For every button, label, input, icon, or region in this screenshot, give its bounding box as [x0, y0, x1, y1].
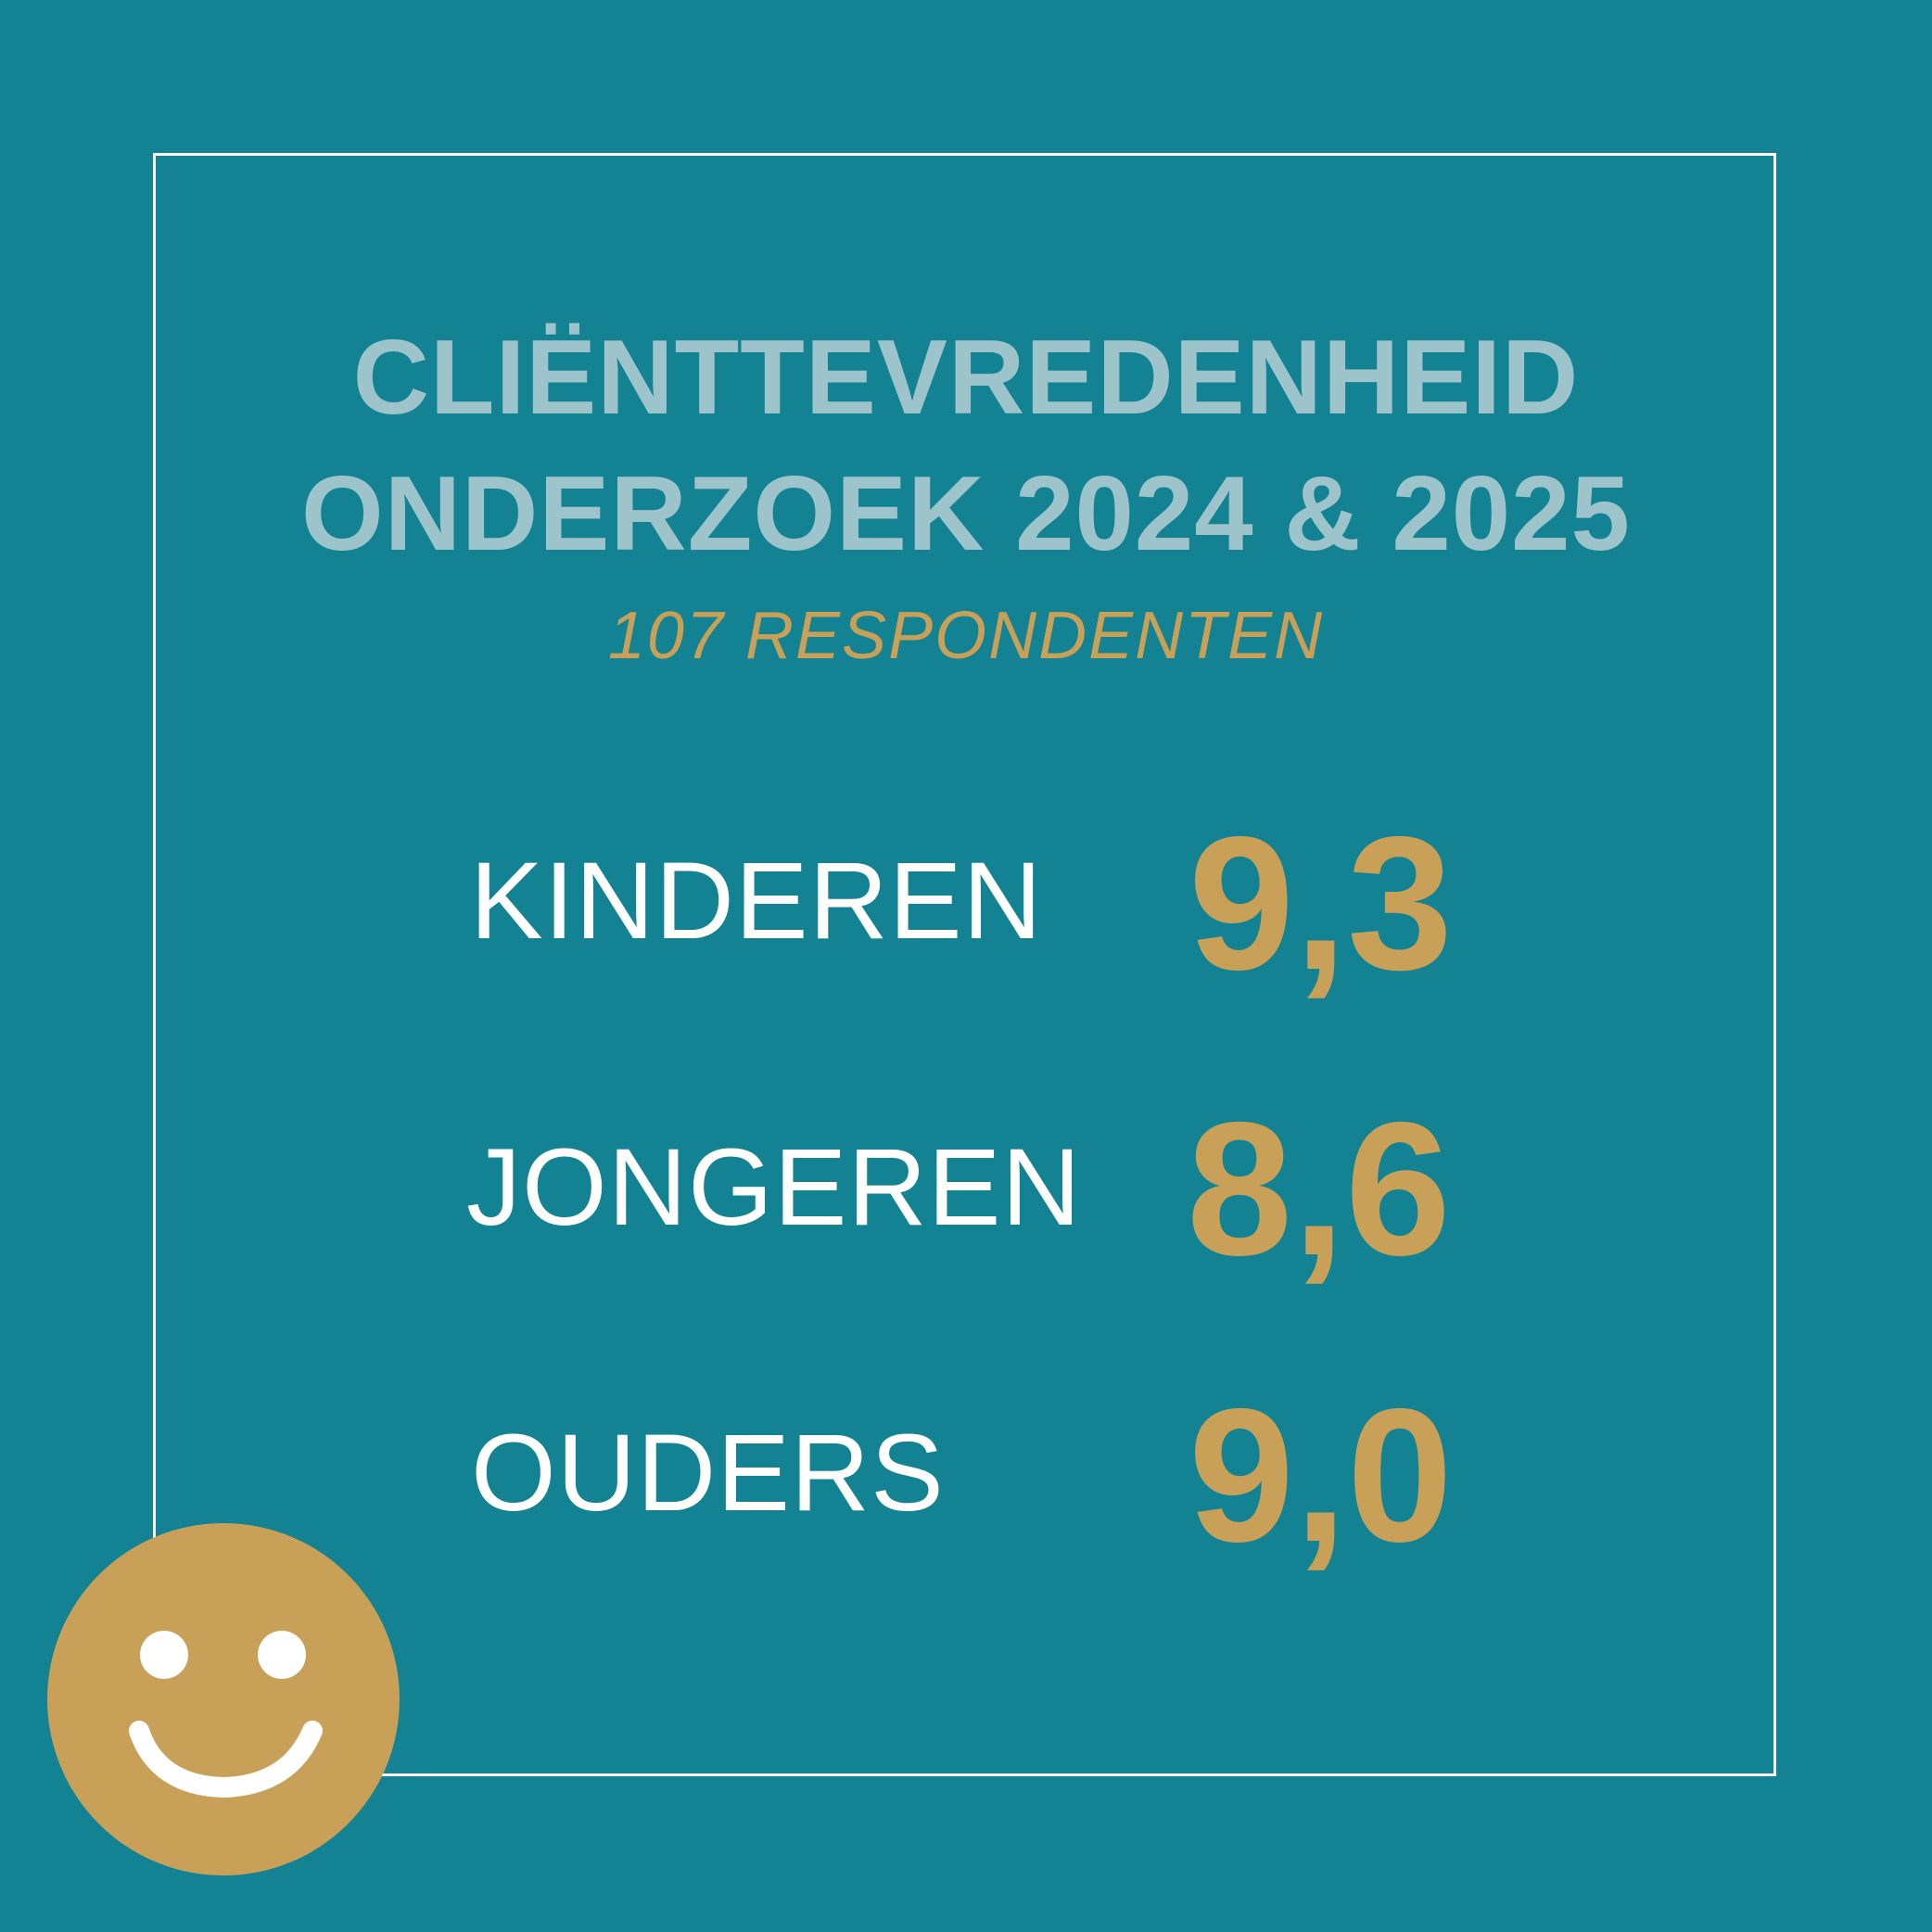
score-label: OUDERS [471, 1412, 945, 1534]
smiley-face-icon [47, 1523, 400, 1875]
title-line-2: ONDERZOEK 2024 & 2025 [301, 455, 1631, 573]
score-value: 9,0 [1188, 1369, 1453, 1582]
white-border-frame [153, 153, 1776, 1776]
respondents-subtitle: 107 RESPONDENTEN [607, 599, 1325, 673]
score-label: JONGEREN [466, 1126, 1082, 1249]
score-value: 9,3 [1188, 797, 1453, 1010]
score-value: 8,6 [1187, 1083, 1451, 1295]
smiley-mouth [129, 1721, 323, 1799]
smiley-face-circle [47, 1523, 400, 1875]
smiley-right-eye [258, 1631, 306, 1679]
title-line-1: CLIËNTTEVREDENHEID [352, 319, 1580, 437]
score-label: KINDEREN [470, 840, 1043, 962]
smiley-left-eye [140, 1631, 188, 1679]
